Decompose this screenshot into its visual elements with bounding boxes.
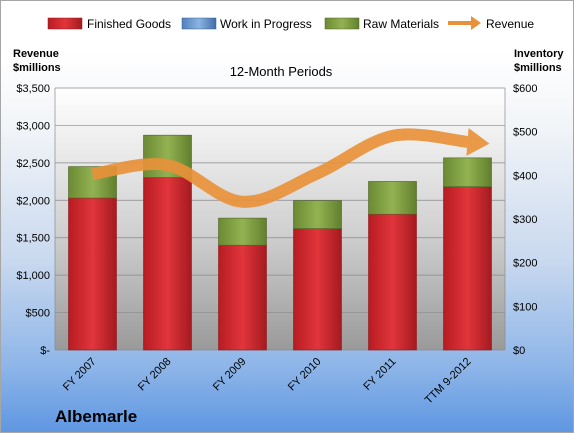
revenue-line (91, 127, 490, 208)
left-axis-title-line1: Revenue (13, 48, 59, 60)
right-tick-label: $300 (513, 214, 537, 226)
plot-area (55, 88, 505, 350)
legend-swatch-work-in-progress (181, 17, 217, 30)
right-axis-ticks: $0 $100 $200 $300 $400 $500 $600 (513, 83, 537, 357)
legend-label-revenue: Revenue (486, 17, 534, 31)
right-tick-label: $100 (513, 301, 537, 313)
bar-raw-materials (368, 181, 417, 215)
left-tick-label: $3,500 (16, 83, 50, 95)
bar-raw-materials (443, 157, 492, 187)
bar-raw-materials (218, 217, 267, 246)
bar-finished-goods (368, 213, 417, 351)
left-tick-label: $1,500 (16, 233, 50, 245)
x-axis-ticks: FY 2007 FY 2008 FY 2009 FY 2010 FY 2011 TTM 9… (61, 356, 474, 407)
left-axis-ticks: $- $500 $1,000 $1,500 $2,000 $2,500 $3,000 $3,5… (16, 83, 50, 357)
legend-item-raw-materials: Raw Materials (324, 17, 439, 31)
revenue-line-path (91, 128, 469, 208)
bars (68, 134, 492, 351)
left-tick-label: $- (40, 345, 50, 357)
right-tick-label: $400 (513, 170, 537, 182)
chart-title: 12-Month Periods (230, 64, 333, 79)
x-tick-label: TTM 9-2012 (423, 356, 474, 407)
right-tick-label: $500 (513, 127, 537, 139)
x-tick-label: FY 2009 (211, 356, 249, 394)
left-tick-label: $2,000 (16, 195, 50, 207)
left-tick-label: $500 (26, 308, 50, 320)
x-tick-label: FY 2008 (136, 356, 174, 394)
legend-label-raw-materials: Raw Materials (363, 17, 439, 31)
bar-finished-goods (218, 244, 267, 351)
right-axis-title-line2: $millions (514, 62, 562, 74)
left-axis-title-line2: $millions (13, 62, 61, 74)
bar-finished-goods (143, 177, 192, 351)
legend-item-finished-goods: Finished Goods (47, 17, 171, 31)
right-tick-label: $0 (513, 345, 525, 357)
legend-item-work-in-progress: Work in Progress (181, 17, 312, 31)
company-name: Albemarle (55, 407, 137, 426)
left-tick-label: $3,000 (16, 120, 50, 132)
bar-finished-goods (443, 186, 492, 351)
x-tick-label: FY 2007 (61, 356, 99, 394)
legend-swatch-revenue (448, 16, 481, 30)
legend-item-revenue: Revenue (448, 16, 534, 31)
revenue-arrow-head (466, 127, 490, 156)
legend-swatch-finished-goods (47, 17, 83, 30)
right-axis-title-line1: Inventory (514, 48, 564, 60)
bar-finished-goods (293, 228, 342, 351)
left-tick-label: $2,500 (16, 158, 50, 170)
legend: Finished Goods Work in Progress Raw Mate… (47, 16, 534, 31)
x-tick-label: FY 2011 (361, 356, 398, 393)
legend-swatch-raw-materials (324, 17, 360, 30)
right-tick-label: $600 (513, 83, 537, 95)
legend-label-finished-goods: Finished Goods (87, 17, 171, 31)
bar-finished-goods (68, 197, 117, 351)
x-tick-label: FY 2010 (286, 356, 324, 394)
right-tick-label: $200 (513, 258, 537, 270)
bar-raw-materials (293, 200, 342, 229)
left-tick-label: $1,000 (16, 270, 50, 282)
legend-label-work-in-progress: Work in Progress (220, 17, 312, 31)
